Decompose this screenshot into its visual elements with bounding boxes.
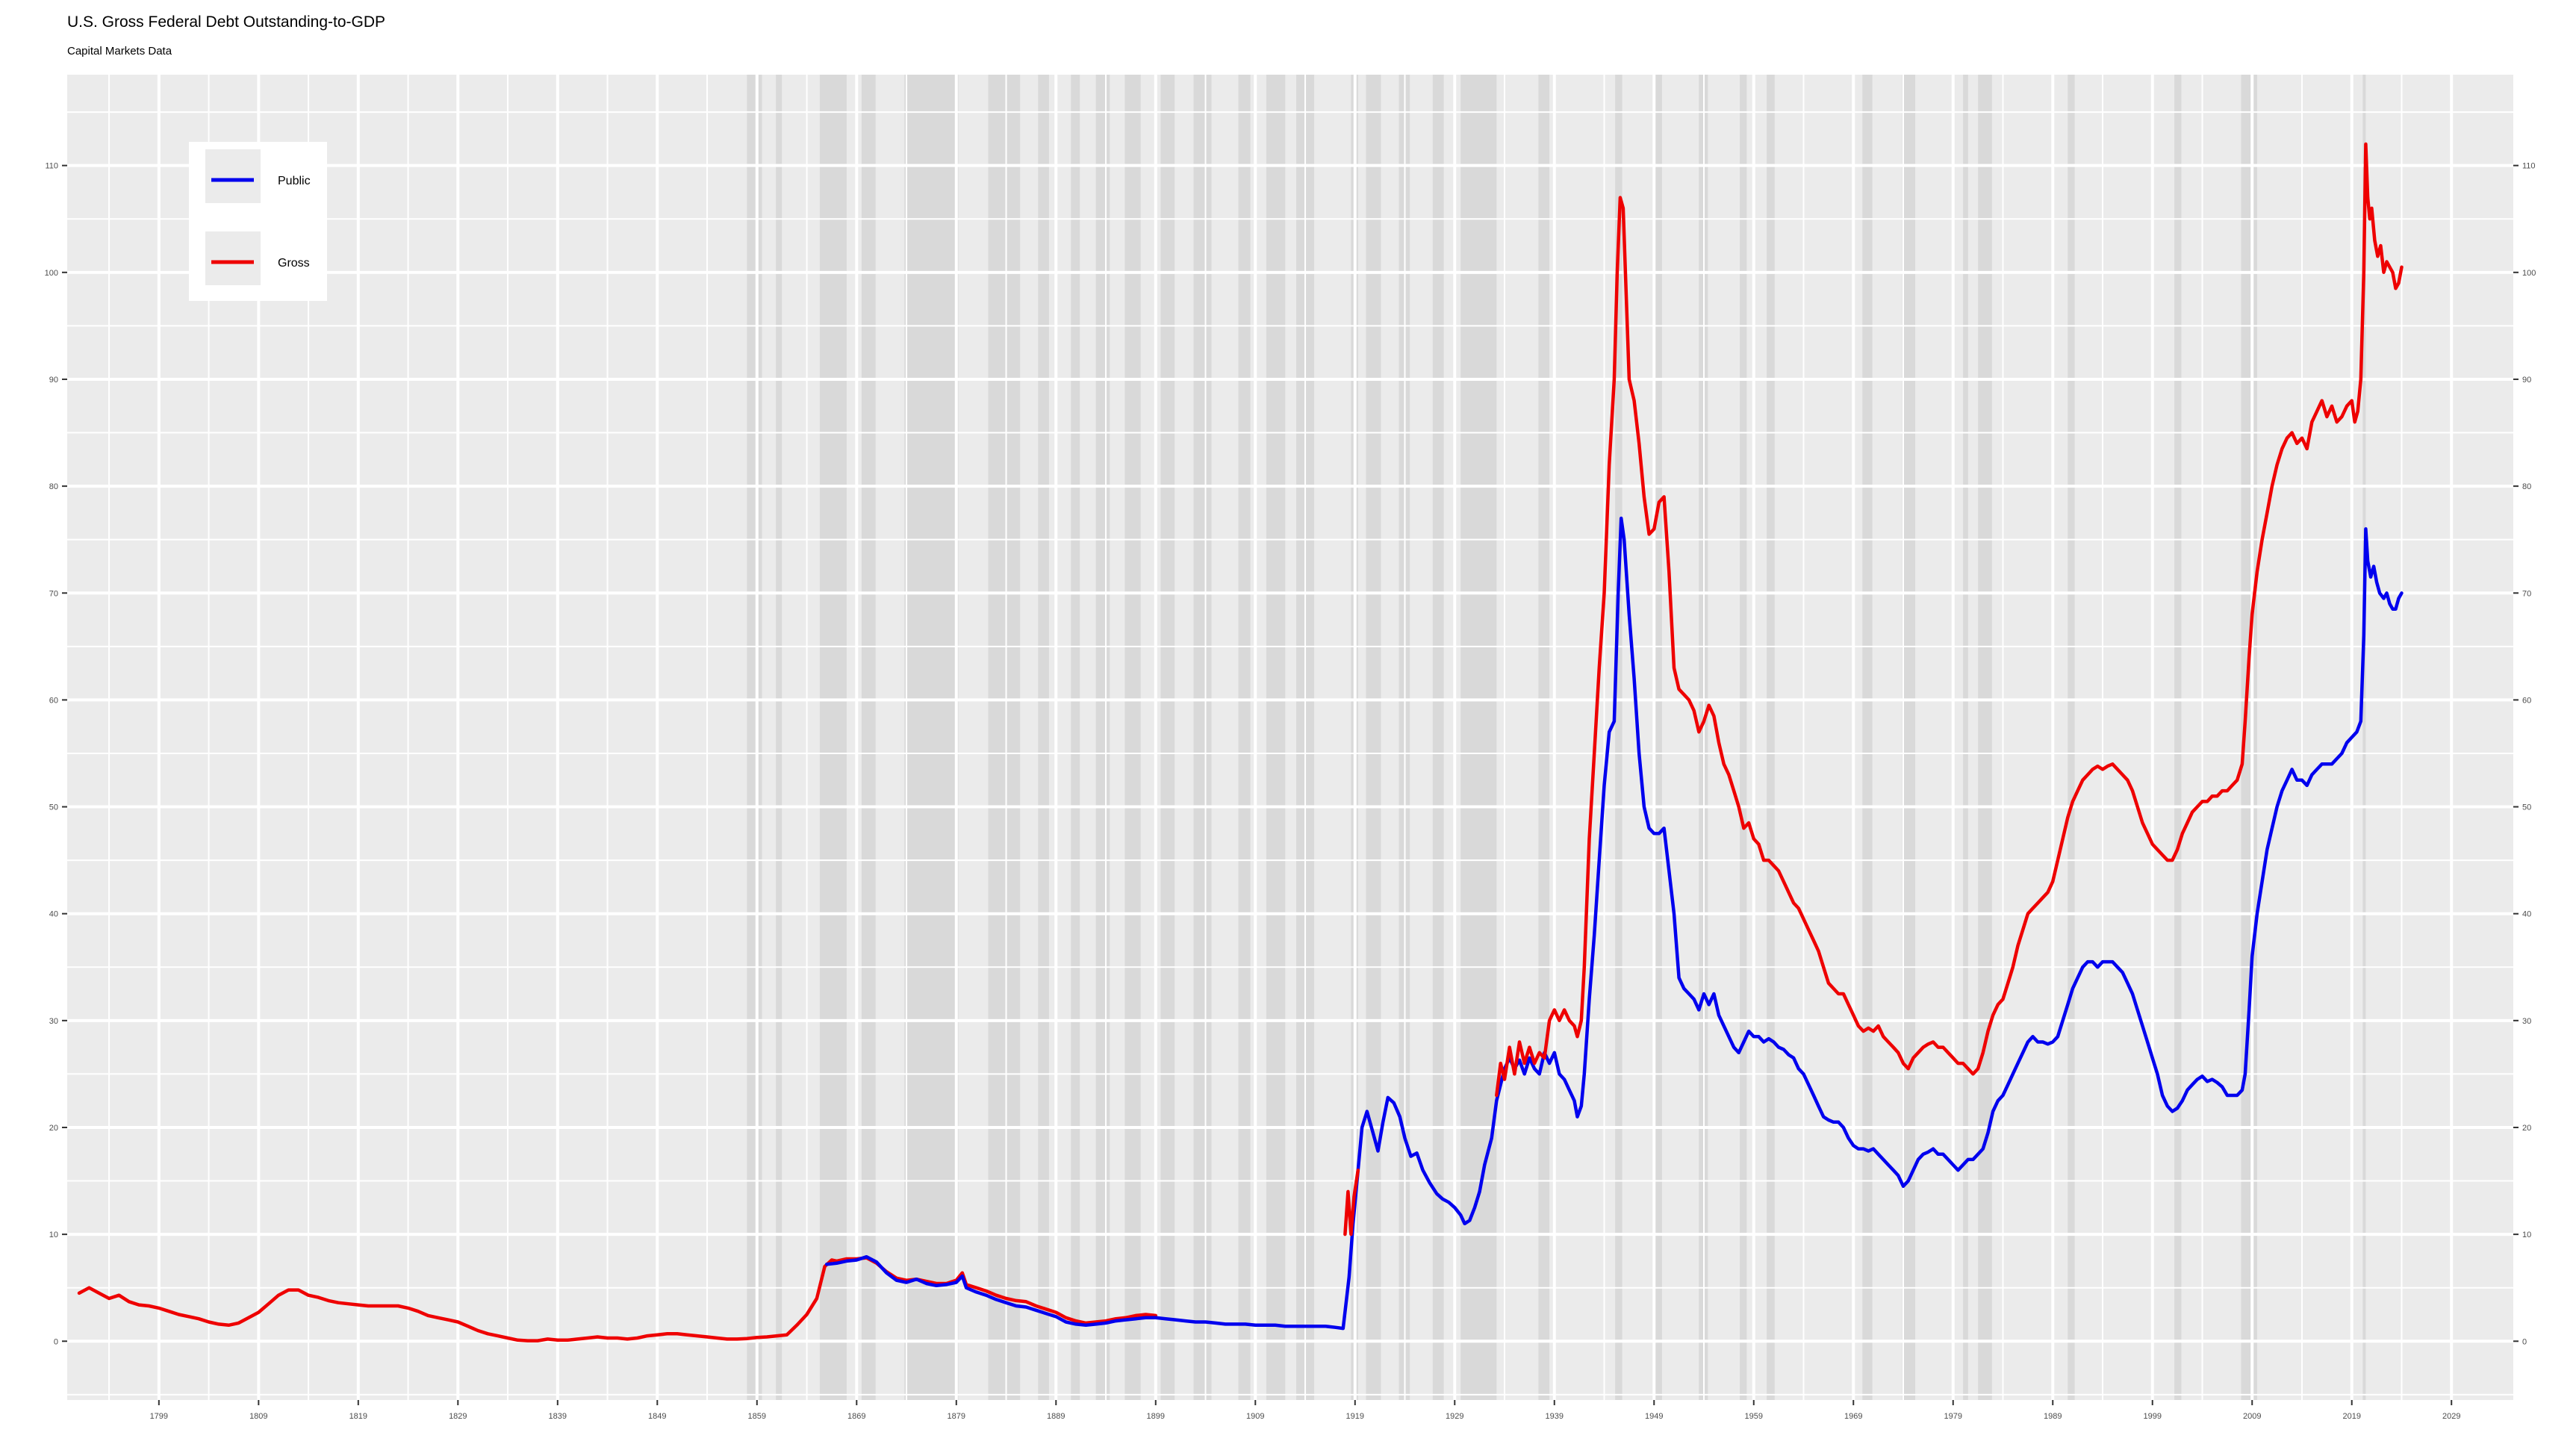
x-tick-label: 1969	[1844, 1412, 1862, 1421]
recession-band	[1193, 75, 1212, 1400]
recession-band	[1767, 75, 1775, 1400]
y-tick-label-right: 50	[2522, 803, 2531, 812]
y-tick-label-right: 10	[2522, 1231, 2531, 1239]
recession-band	[1460, 75, 1497, 1400]
recession-band	[1963, 75, 1968, 1400]
plot-panel	[67, 75, 2513, 1400]
axes: 1799 1809 1819 1829 1839 1849 1859 1869 1879 1889…	[45, 162, 2536, 1421]
x-tick-label: 1989	[2044, 1412, 2062, 1421]
y-tick-label-right: 30	[2522, 1017, 2531, 1026]
x-tick-label: 1899	[1147, 1412, 1165, 1421]
recession-band	[1266, 75, 1286, 1400]
legend-label-gross: Gross	[278, 257, 310, 270]
minor-gridlines	[67, 75, 2513, 1400]
legend: Public Gross	[189, 142, 327, 301]
y-tick-label-left: 40	[49, 910, 58, 919]
y-tick-label-left: 60	[49, 696, 58, 705]
chart-title: U.S. Gross Federal Debt Outstanding-to-G…	[67, 13, 385, 31]
x-tick-label: 1999	[2144, 1412, 2162, 1421]
recession-band	[1902, 75, 1916, 1400]
x-tick-label: 1909	[1246, 1412, 1264, 1421]
legend-label-public: Public	[278, 175, 311, 187]
y-tick-label-right: 0	[2522, 1337, 2527, 1346]
series-line-gross	[1495, 142, 2404, 1098]
series-line-gross	[77, 1256, 1158, 1343]
recession-band	[904, 75, 959, 1400]
x-tick-label: 1959	[1745, 1412, 1763, 1421]
x-tick-label: 1839	[549, 1412, 567, 1421]
recession-band	[819, 75, 847, 1400]
recession-band	[2174, 75, 2182, 1400]
y-tick-label-left: 10	[49, 1231, 58, 1239]
y-tick-label-left: 50	[49, 803, 58, 812]
y-tick-label-right: 40	[2522, 910, 2531, 919]
y-tick-label-left: 20	[49, 1124, 58, 1133]
recession-band	[776, 75, 783, 1400]
y-tick-label-right: 20	[2522, 1124, 2531, 1133]
y-tick-label-left: 100	[45, 269, 58, 278]
x-tick-label: 1929	[1446, 1412, 1463, 1421]
chart-subtitle: Capital Markets Data	[67, 45, 172, 57]
y-tick-label-right: 110	[2522, 162, 2536, 171]
y-tick-label-left: 90	[49, 376, 58, 385]
major-gridlines	[67, 75, 2513, 1400]
x-tick-label: 1879	[948, 1412, 965, 1421]
y-tick-label-right: 100	[2522, 269, 2536, 278]
y-tick-label-right: 80	[2522, 482, 2531, 491]
recession-band	[1038, 75, 1049, 1400]
recession-band	[1862, 75, 1873, 1400]
x-tick-label: 1949	[1645, 1412, 1663, 1421]
y-tick-label-left: 30	[49, 1017, 58, 1026]
y-tick-label-right: 60	[2522, 696, 2531, 705]
recession-band	[1366, 75, 1381, 1400]
y-tick-label-right: 70	[2522, 589, 2531, 598]
x-tick-label: 1919	[1346, 1412, 1364, 1421]
recession-band	[1160, 75, 1175, 1400]
recession-band	[1978, 75, 1992, 1400]
y-tick-label-right: 90	[2522, 376, 2531, 385]
x-tick-label: 1889	[1047, 1412, 1065, 1421]
series-line-public	[824, 516, 2404, 1331]
recession-band	[1432, 75, 1444, 1400]
recession-band	[1740, 75, 1747, 1400]
recession-band	[1124, 75, 1141, 1400]
x-tick-label: 2019	[2342, 1412, 2360, 1421]
y-tick-label-left: 70	[49, 589, 58, 598]
legend-key-bg	[205, 149, 261, 203]
recession-band	[988, 75, 1021, 1400]
y-tick-label-left: 0	[54, 1337, 58, 1346]
recession-bands	[747, 75, 2366, 1400]
recession-band	[2362, 75, 2366, 1400]
recession-band	[1615, 75, 1623, 1400]
x-tick-label: 1829	[449, 1412, 467, 1421]
x-tick-label: 1849	[648, 1412, 666, 1421]
legend-key-bg	[205, 231, 261, 285]
recession-band	[2068, 75, 2075, 1400]
x-tick-label: 1869	[847, 1412, 865, 1421]
y-tick-label-left: 110	[45, 162, 58, 171]
series-layer	[77, 142, 2404, 1343]
x-tick-label: 1859	[748, 1412, 766, 1421]
x-tick-label: 1939	[1546, 1412, 1564, 1421]
x-tick-label: 1809	[249, 1412, 267, 1421]
x-tick-label: 1979	[1944, 1412, 1962, 1421]
x-tick-label: 2029	[2442, 1412, 2460, 1421]
x-tick-label: 1799	[150, 1412, 168, 1421]
y-tick-label-left: 80	[49, 482, 58, 491]
x-tick-label: 1819	[349, 1412, 367, 1421]
series-line-gross	[1343, 1168, 1360, 1236]
recession-band	[1238, 75, 1251, 1400]
recession-band	[1071, 75, 1080, 1400]
recession-band	[861, 75, 876, 1400]
x-tick-label: 2009	[2243, 1412, 2261, 1421]
